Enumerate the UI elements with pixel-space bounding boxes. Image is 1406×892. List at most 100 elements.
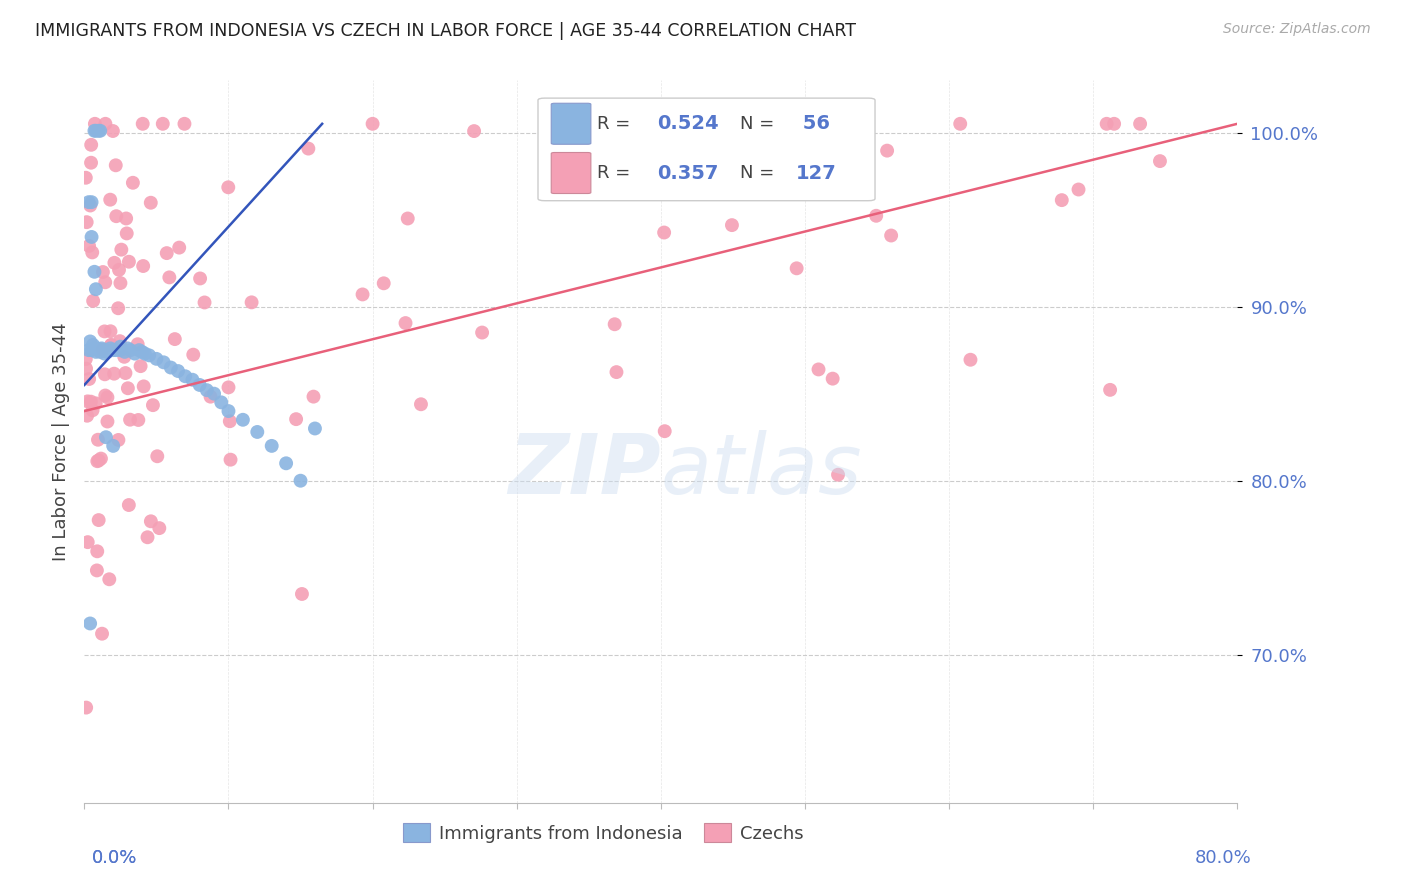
Point: [91, 626, 114, 640]
Point: [127, 413, 149, 427]
Point: [110, 243, 132, 257]
Point: [285, 412, 308, 426]
Point: [76, 394, 98, 409]
Point: [118, 498, 141, 512]
Text: 80.0%: 80.0%: [1195, 849, 1251, 867]
Point: [84, 344, 107, 359]
Point: [80, 155, 103, 169]
Point: [138, 348, 160, 362]
Point: [232, 413, 254, 427]
Point: [304, 421, 326, 435]
Point: [114, 366, 136, 380]
Point: [87, 513, 110, 527]
Point: [79, 616, 101, 631]
Point: [352, 287, 374, 301]
Point: [100, 338, 122, 352]
Point: [181, 348, 204, 362]
Point: [394, 316, 416, 330]
Point: [762, 117, 785, 131]
Point: [152, 355, 174, 369]
Point: [103, 439, 124, 453]
Point: [260, 439, 283, 453]
Point: [880, 228, 903, 243]
Point: [218, 380, 240, 394]
Point: [652, 226, 675, 240]
Point: [86, 563, 108, 577]
Point: [800, 117, 823, 131]
Point: [86, 454, 108, 468]
Point: [603, 318, 626, 332]
Point: [302, 390, 325, 404]
Point: [86, 342, 108, 356]
Point: [131, 117, 153, 131]
Point: [79, 198, 101, 212]
Point: [117, 381, 139, 395]
Point: [181, 373, 204, 387]
Point: [134, 346, 156, 360]
Point: [409, 397, 432, 411]
Point: [217, 180, 239, 194]
Point: [297, 142, 319, 156]
Point: [80, 343, 103, 358]
Text: 0.0%: 0.0%: [91, 849, 136, 867]
Point: [1050, 193, 1073, 207]
Point: [94, 368, 117, 382]
Point: [131, 344, 153, 359]
Point: [807, 362, 830, 376]
Point: [91, 343, 114, 358]
Point: [77, 343, 100, 358]
Point: [1149, 154, 1171, 169]
Point: [218, 414, 240, 428]
Point: [156, 246, 179, 260]
Point: [219, 452, 242, 467]
Point: [84, 124, 107, 138]
Point: [145, 351, 167, 366]
Point: [637, 117, 659, 131]
Point: [84, 282, 107, 296]
Point: [1099, 383, 1122, 397]
Point: [1095, 117, 1118, 131]
Point: [128, 343, 150, 358]
Point: [120, 343, 142, 358]
Point: [90, 342, 112, 356]
Point: [949, 117, 972, 131]
Point: [87, 453, 110, 467]
Point: [105, 209, 128, 223]
Point: [80, 230, 103, 244]
Point: [84, 396, 107, 410]
Point: [654, 424, 676, 438]
Point: [103, 367, 125, 381]
Text: 0.524: 0.524: [657, 114, 718, 133]
Point: [82, 293, 104, 308]
Point: [82, 245, 104, 260]
Point: [876, 144, 898, 158]
Point: [104, 158, 127, 172]
Point: [167, 364, 190, 378]
Point: [80, 195, 103, 210]
Point: [117, 342, 139, 356]
Point: [959, 352, 981, 367]
Point: [79, 334, 101, 349]
Point: [94, 430, 117, 444]
Point: [136, 530, 159, 544]
Point: [174, 369, 197, 384]
Text: ZIP: ZIP: [508, 430, 661, 511]
Point: [87, 343, 110, 358]
Point: [76, 215, 98, 229]
Point: [96, 415, 118, 429]
Point: [124, 346, 146, 360]
Point: [107, 433, 129, 447]
Point: [195, 383, 218, 397]
Point: [115, 227, 138, 241]
Point: [276, 456, 298, 470]
Point: [103, 343, 124, 358]
Point: [290, 474, 312, 488]
Point: [209, 395, 232, 409]
Point: [361, 117, 384, 131]
Point: [87, 433, 110, 447]
Point: [75, 170, 97, 185]
Point: [89, 344, 111, 359]
Point: [605, 365, 627, 379]
Point: [80, 137, 103, 152]
FancyBboxPatch shape: [551, 103, 591, 145]
